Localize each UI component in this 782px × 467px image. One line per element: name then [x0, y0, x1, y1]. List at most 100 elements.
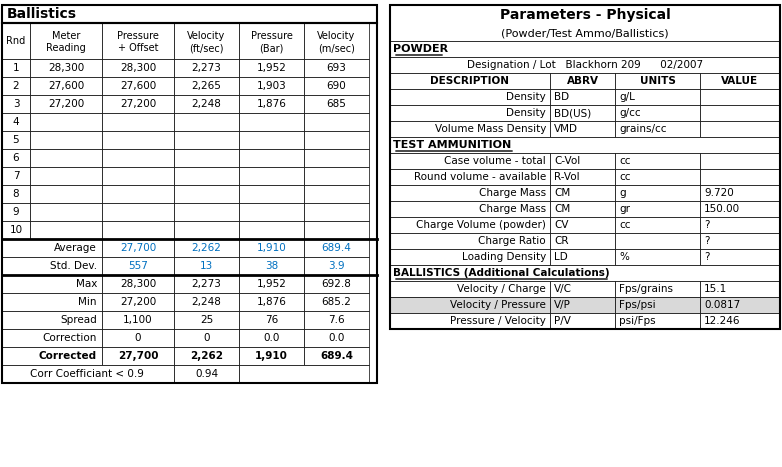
Bar [30, 77, 102, 95]
Text: 76: 76 [265, 315, 278, 325]
Bar [2, 113, 30, 131]
Text: 0: 0 [203, 333, 210, 343]
Text: 2,262: 2,262 [190, 351, 223, 361]
Bar [30, 23, 102, 59]
Bar [304, 329, 369, 347]
Bar [700, 281, 780, 297]
Bar [174, 221, 239, 239]
Text: 2,273: 2,273 [192, 63, 221, 73]
Text: Charge Mass: Charge Mass [479, 188, 546, 198]
Text: 692.8: 692.8 [321, 279, 351, 289]
Text: 2,265: 2,265 [192, 81, 221, 91]
Bar [174, 131, 239, 149]
Text: Volume Mass Density: Volume Mass Density [435, 124, 546, 134]
Bar [550, 73, 615, 89]
Bar [174, 95, 239, 113]
Text: 689.4: 689.4 [320, 351, 353, 361]
Bar [102, 257, 174, 275]
Text: psi/Fps: psi/Fps [619, 316, 655, 326]
Bar [2, 365, 174, 383]
Text: CR: CR [554, 236, 569, 246]
Bar [304, 23, 369, 59]
Bar [390, 57, 780, 73]
Bar [390, 297, 550, 313]
Text: Pressure: Pressure [117, 31, 159, 41]
Bar [102, 131, 174, 149]
Bar [390, 137, 780, 153]
Bar [390, 281, 550, 297]
Text: Corr Coefficiant < 0.9: Corr Coefficiant < 0.9 [30, 369, 144, 379]
Bar [30, 185, 102, 203]
Text: Velocity / Charge: Velocity / Charge [457, 284, 546, 294]
Text: Charge Ratio: Charge Ratio [479, 236, 546, 246]
Text: Charge Mass: Charge Mass [479, 204, 546, 214]
Bar [174, 347, 239, 365]
Bar [30, 149, 102, 167]
Bar [2, 311, 102, 329]
Text: 1,910: 1,910 [256, 243, 286, 253]
Bar [304, 347, 369, 365]
Text: 150.00: 150.00 [704, 204, 740, 214]
Bar [2, 167, 30, 185]
Text: ?: ? [704, 220, 709, 230]
Text: 3.9: 3.9 [328, 261, 345, 271]
Bar [239, 365, 369, 383]
Text: 27,200: 27,200 [120, 297, 156, 307]
Bar [304, 203, 369, 221]
Text: CV: CV [554, 220, 569, 230]
Bar [550, 201, 615, 217]
Bar [304, 113, 369, 131]
Bar [700, 313, 780, 329]
Bar [174, 149, 239, 167]
Bar [615, 185, 700, 201]
Text: 9.720: 9.720 [704, 188, 734, 198]
Bar [102, 347, 174, 365]
Text: Density: Density [506, 92, 546, 102]
Bar [102, 185, 174, 203]
Text: (Powder/Test Ammo/Ballistics): (Powder/Test Ammo/Ballistics) [501, 28, 669, 38]
Text: Charge Volume (powder): Charge Volume (powder) [416, 220, 546, 230]
Text: Density: Density [506, 108, 546, 118]
Text: 1,903: 1,903 [256, 81, 286, 91]
Bar [102, 113, 174, 131]
Bar [615, 313, 700, 329]
Text: Case volume - total: Case volume - total [444, 156, 546, 166]
Bar [390, 169, 550, 185]
Bar [390, 249, 550, 265]
Bar [30, 203, 102, 221]
Text: 27,200: 27,200 [48, 99, 84, 109]
Text: gr: gr [619, 204, 630, 214]
Bar [550, 313, 615, 329]
Bar [615, 249, 700, 265]
Text: Round volume - available: Round volume - available [414, 172, 546, 182]
Text: 6: 6 [13, 153, 20, 163]
Text: Velocity: Velocity [317, 31, 356, 41]
Bar [239, 275, 304, 293]
Bar [2, 275, 102, 293]
Bar [2, 77, 30, 95]
Bar [700, 169, 780, 185]
Text: 7.6: 7.6 [328, 315, 345, 325]
Text: + Offset: + Offset [118, 43, 158, 53]
Bar [239, 221, 304, 239]
Bar [390, 5, 780, 329]
Text: cc: cc [619, 156, 630, 166]
Bar [2, 5, 377, 23]
Bar [239, 59, 304, 77]
Text: ?: ? [704, 236, 709, 246]
Bar [390, 89, 550, 105]
Bar [102, 23, 174, 59]
Bar [30, 221, 102, 239]
Bar [174, 365, 239, 383]
Bar [700, 249, 780, 265]
Text: V/P: V/P [554, 300, 571, 310]
Text: 7: 7 [13, 171, 20, 181]
Bar [30, 95, 102, 113]
Bar [390, 217, 550, 233]
Text: 38: 38 [265, 261, 278, 271]
Text: Fps/grains: Fps/grains [619, 284, 673, 294]
Bar [174, 311, 239, 329]
Bar [390, 5, 780, 41]
Bar [102, 167, 174, 185]
Bar [239, 113, 304, 131]
